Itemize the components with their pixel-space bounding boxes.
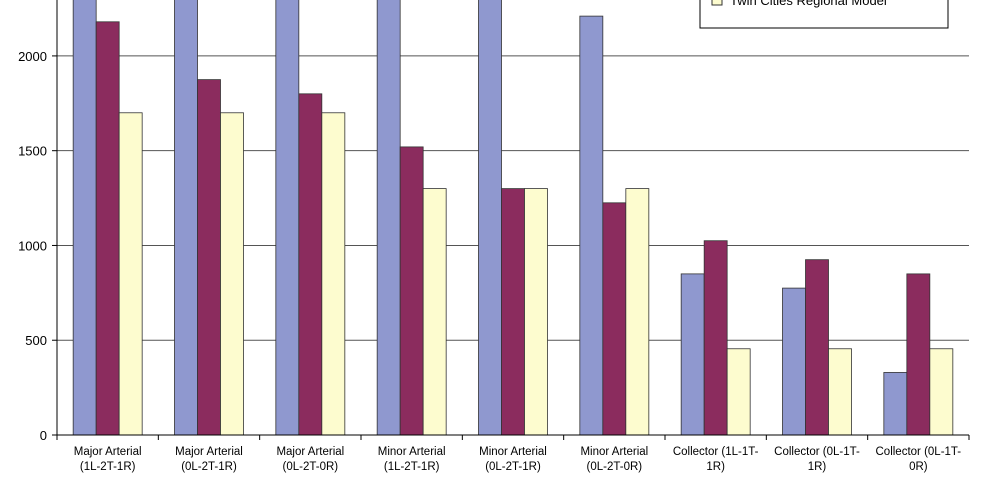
legend: Twin Cities Regional Model bbox=[699, 0, 949, 29]
bars bbox=[72, 0, 954, 435]
bar bbox=[782, 287, 806, 435]
legend-box bbox=[699, 0, 949, 29]
bar bbox=[275, 0, 300, 435]
x-tick-label: 0R) bbox=[909, 461, 928, 473]
x-tick-label: Major Arterial bbox=[276, 446, 344, 458]
bar bbox=[376, 0, 401, 435]
legend-label: Twin Cities Regional Model bbox=[730, 0, 887, 8]
legend-swatch bbox=[711, 0, 723, 6]
bar bbox=[726, 348, 751, 435]
y-tick-label: 500 bbox=[25, 333, 47, 348]
x-tick-label: (0L-2T-1R) bbox=[485, 461, 541, 473]
x-tick-label: Collector (1L-1T- bbox=[673, 446, 759, 458]
y-tick-label: 1500 bbox=[18, 144, 47, 159]
bar bbox=[883, 372, 908, 435]
bar bbox=[703, 240, 728, 435]
bar bbox=[929, 348, 954, 435]
bar bbox=[220, 112, 244, 435]
x-tick-label: (0L-2T-1R) bbox=[181, 461, 237, 473]
bar bbox=[95, 21, 120, 435]
x-tick-label: (0L-2T-0R) bbox=[283, 461, 339, 473]
x-tick-label: Minor Arterial bbox=[479, 446, 547, 458]
bar bbox=[680, 273, 705, 435]
bar bbox=[524, 188, 548, 435]
x-tick-label: (1L-2T-1R) bbox=[80, 461, 136, 473]
bar bbox=[906, 273, 931, 435]
bar bbox=[602, 202, 627, 435]
bar bbox=[625, 188, 650, 435]
bar bbox=[298, 93, 323, 435]
y-tick-label: 2000 bbox=[18, 49, 47, 64]
bar bbox=[828, 348, 852, 435]
bar bbox=[478, 0, 502, 435]
bar bbox=[501, 188, 525, 435]
x-tick-label: Minor Arterial bbox=[580, 446, 648, 458]
bar bbox=[399, 146, 424, 435]
x-tick-label: Collector (0L-1T- bbox=[876, 446, 962, 458]
bar bbox=[197, 79, 221, 435]
bar bbox=[72, 0, 97, 435]
y-tick-label: 1000 bbox=[18, 238, 47, 253]
x-tick-label: (0L-2T-0R) bbox=[587, 461, 643, 473]
y-tick-label: 0 bbox=[40, 428, 47, 443]
axes: 0 500 1000 1500 2000 Major Arterial (1L-2T-1R)… bbox=[18, 0, 970, 473]
x-tick-label: Minor Arterial bbox=[378, 446, 446, 458]
bar bbox=[422, 188, 447, 435]
x-tick-label: Major Arterial bbox=[175, 446, 243, 458]
bar bbox=[321, 112, 346, 435]
x-tick-label: Major Arterial bbox=[74, 446, 142, 458]
bar bbox=[174, 0, 198, 435]
x-tick-label: Collector (0L-1T- bbox=[774, 446, 860, 458]
x-tick-label: (1L-2T-1R) bbox=[384, 461, 440, 473]
x-tick-label: 1R) bbox=[808, 461, 827, 473]
bar bbox=[805, 259, 829, 435]
bar bbox=[118, 112, 143, 435]
x-tick-label: 1R) bbox=[706, 461, 725, 473]
bar bbox=[579, 15, 604, 435]
